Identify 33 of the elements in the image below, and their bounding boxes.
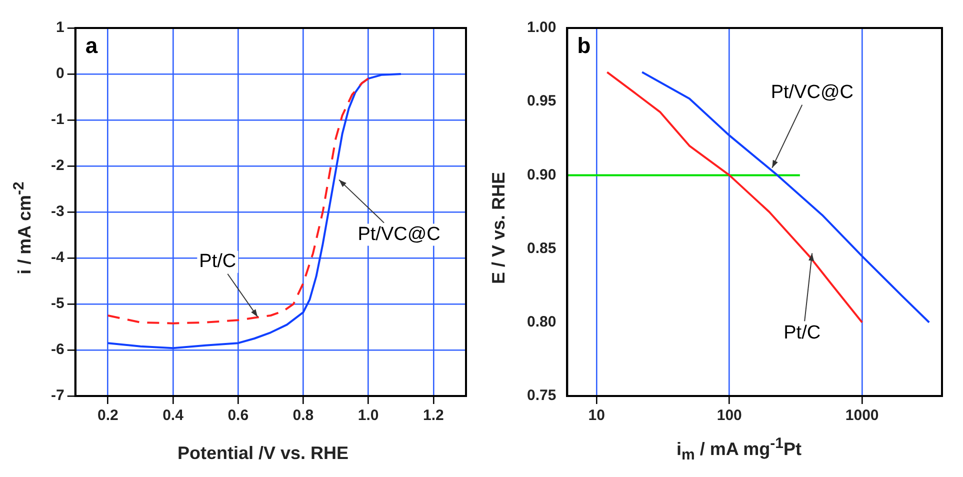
- x-tick-label: 1000: [845, 407, 879, 424]
- y-tick-label: -7: [50, 387, 64, 404]
- x-tick-label: 0.2: [97, 407, 118, 424]
- y-tick-label: -1: [50, 111, 64, 128]
- chart-title: a: [85, 33, 98, 58]
- x-tick-label: 100: [716, 407, 742, 424]
- annotation: Pt/VC@C: [358, 224, 440, 246]
- y-tick-label: 0.90: [526, 166, 556, 184]
- annotation: Pt/C: [199, 251, 236, 272]
- x-tick-label: 0.8: [292, 407, 314, 424]
- annotation: Pt/VC@C: [770, 82, 854, 104]
- x-tick-label: 1.0: [358, 407, 379, 424]
- y-tick-label: -3: [50, 203, 64, 220]
- chart-title: b: [577, 33, 591, 58]
- y-tick-label: -4: [50, 249, 65, 266]
- x-axis-title: i$_{m}$ / mA mg$^{-1}$Pt: [675, 435, 803, 464]
- y-tick-label: -6: [50, 341, 64, 358]
- x-tick-label: 0.6: [228, 407, 249, 424]
- y-tick-label: 0.80: [526, 314, 556, 331]
- y-tick-label: 1: [56, 19, 64, 36]
- annotation: Pt/C: [784, 322, 821, 344]
- y-tick-label: 0.75: [526, 387, 556, 404]
- y-tick-label: 0.95: [526, 92, 556, 110]
- y-tick-label: -5: [50, 295, 64, 312]
- x-tick-label: 10: [588, 407, 605, 424]
- y-tick-label: 0: [56, 65, 64, 82]
- y-tick-label: 1.00: [526, 19, 556, 36]
- y-tick-label: 0.85: [526, 240, 556, 257]
- x-axis-title: Potential /V vs. RHE: [176, 443, 350, 464]
- y-tick-label: -2: [50, 157, 64, 174]
- x-tick-label: 1.2: [423, 407, 444, 424]
- y-axis-title: E / V vs. RHE: [488, 172, 510, 284]
- x-tick-label: 0.4: [162, 407, 184, 424]
